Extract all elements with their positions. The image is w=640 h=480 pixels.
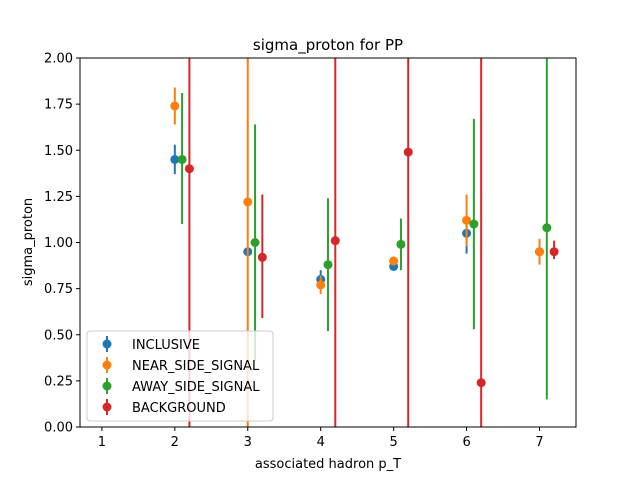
- legend: INCLUSIVE NEAR_SIDE_SIGNAL AWAY_SIDE_SIGNA…: [86, 330, 274, 422]
- near-side-signal-point: [535, 247, 545, 257]
- y-axis: 0.00 0.25 0.50 0.75 1.00 1.25 1.50 1.75 2.00: [44, 52, 80, 436]
- near-side-signal-point: [462, 215, 472, 225]
- x-tick-label: 2: [171, 435, 179, 450]
- near-side-signal-point: [243, 197, 253, 207]
- legend-away-side-signal-marker: [102, 381, 112, 391]
- y-tick-label: 2.00: [44, 52, 73, 67]
- background-point: [184, 164, 194, 174]
- chart-title: sigma_proton for PP: [253, 36, 403, 55]
- legend-inclusive-marker: [102, 339, 112, 349]
- y-tick-label: 0.25: [44, 374, 73, 389]
- near-side-signal-point: [389, 256, 399, 266]
- near-side-signal-point: [316, 280, 326, 290]
- y-tick-label: 0.50: [44, 328, 73, 343]
- legend-near-side-signal-marker: [102, 360, 112, 370]
- x-axis-title: associated hadron p_T: [255, 457, 401, 472]
- background-point: [549, 247, 559, 257]
- away-side-signal-point: [542, 223, 552, 233]
- background-point: [330, 236, 340, 246]
- x-tick-label: 6: [462, 435, 470, 450]
- background-point: [403, 147, 413, 157]
- away-side-signal-point: [323, 260, 333, 270]
- y-tick-label: 0.00: [44, 421, 73, 436]
- y-tick-label: 1.00: [44, 236, 73, 251]
- x-tick-label: 3: [244, 435, 252, 450]
- plot-area: [170, 58, 559, 427]
- away-side-signal-point: [396, 239, 406, 249]
- x-tick-label: 7: [535, 435, 543, 450]
- near-side-signal-point: [170, 101, 180, 111]
- legend-box: [86, 330, 274, 422]
- background-point: [476, 378, 486, 388]
- legend-background-label: BACKGROUND: [132, 401, 226, 416]
- inclusive-point: [170, 154, 180, 164]
- away-side-signal-point: [250, 238, 260, 247]
- away-side-signal-point: [469, 219, 479, 229]
- background-point: [257, 252, 267, 262]
- legend-inclusive-label: INCLUSIVE: [132, 338, 200, 353]
- y-axis-title: sigma_proton: [21, 198, 36, 286]
- y-tick-label: 0.75: [44, 282, 73, 297]
- legend-away-side-signal-label: AWAY_SIDE_SIGNAL: [132, 380, 260, 395]
- x-tick-label: 1: [98, 435, 106, 450]
- x-tick-label: 4: [317, 435, 325, 450]
- y-tick-label: 1.25: [44, 190, 73, 205]
- y-tick-label: 1.50: [44, 144, 73, 159]
- x-tick-label: 5: [390, 435, 398, 450]
- away-side-signal-point: [177, 154, 187, 164]
- y-tick-label: 1.75: [44, 98, 73, 113]
- x-axis: 1 2 3 4 5 6 7: [98, 427, 544, 450]
- legend-near-side-signal-label: NEAR_SIDE_SIGNAL: [132, 359, 260, 374]
- legend-background-marker: [102, 402, 112, 412]
